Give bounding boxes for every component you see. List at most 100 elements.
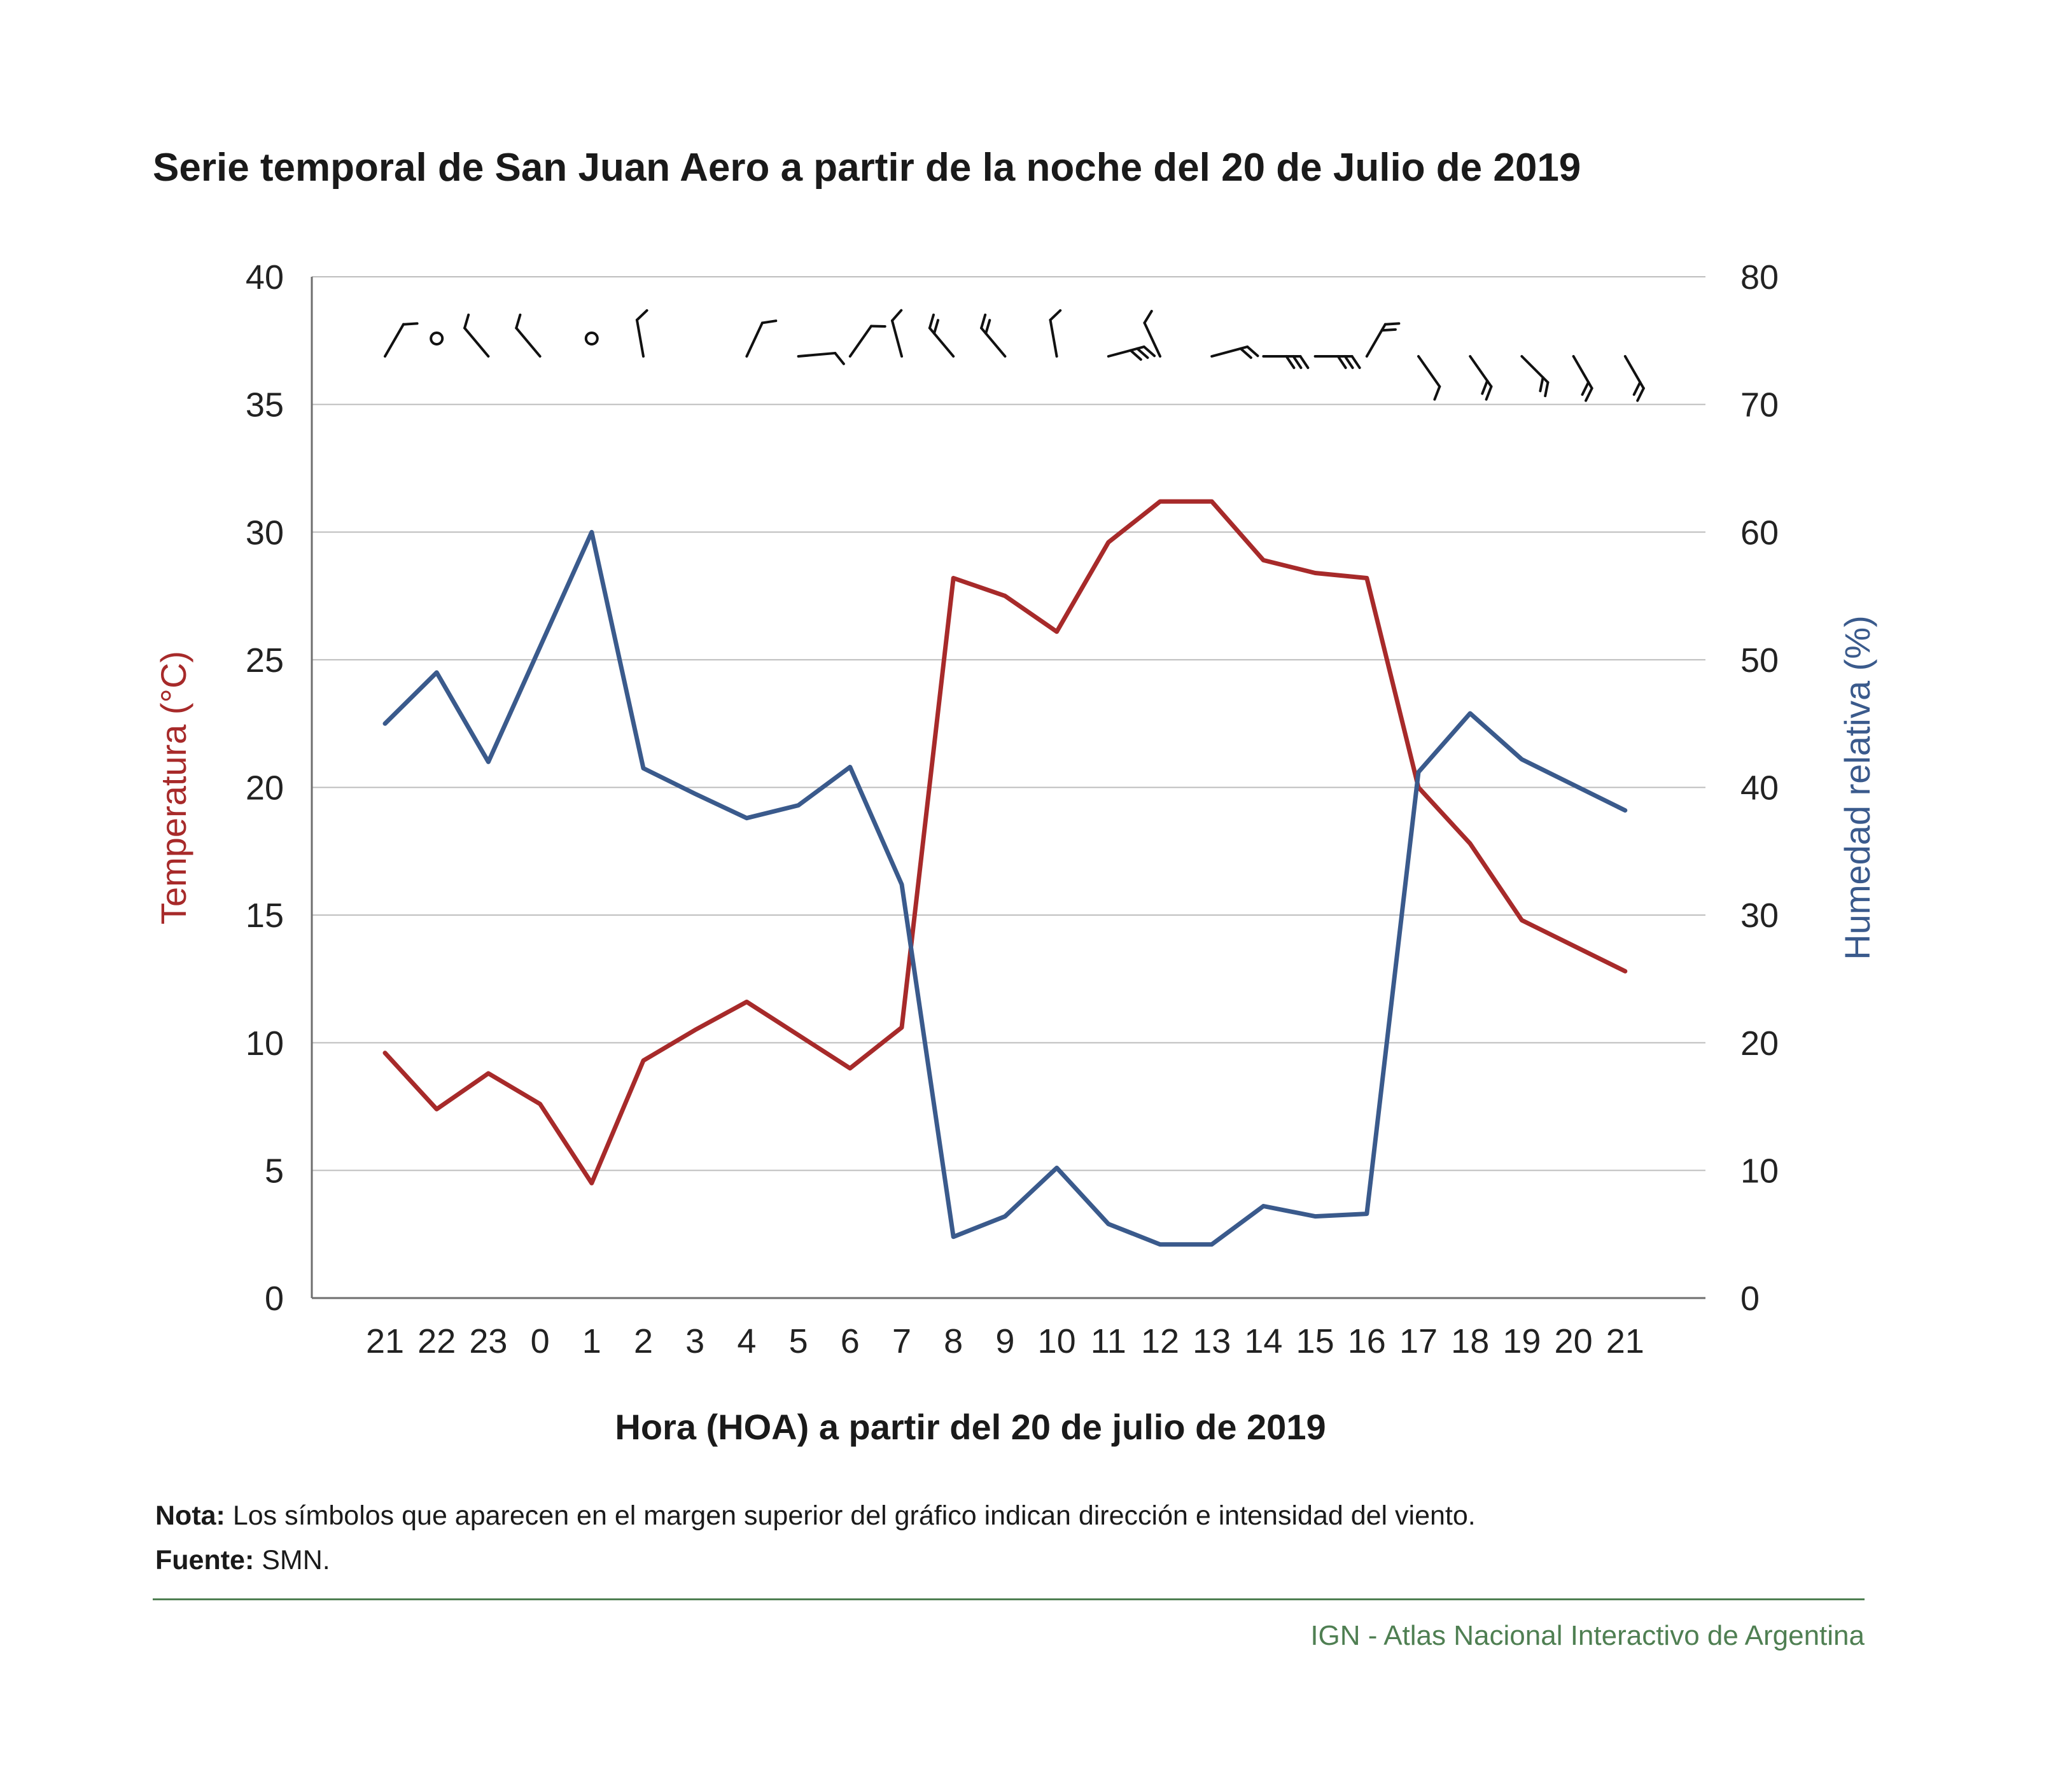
wind-barb-feather <box>1544 381 1550 398</box>
grid-lines <box>312 276 1705 1171</box>
wind-barb-feather <box>515 313 522 330</box>
wind-barb-feather <box>1581 381 1590 396</box>
x-tick-label: 11 <box>1091 1322 1126 1360</box>
wind-barb-feather <box>1285 355 1296 369</box>
y-left-tick-label: 30 <box>246 513 284 552</box>
y-left-tick-label: 5 <box>265 1152 284 1190</box>
axis-labels: Temperatura (°C) Humedad relativa (%) Hora… <box>153 615 1877 1447</box>
source-label: Fuente: <box>155 1545 255 1575</box>
wind-barb-symbol <box>980 313 1007 358</box>
wind-barb-feather <box>890 309 903 322</box>
wind-barb-staff <box>463 326 490 358</box>
wind-barb-feather <box>980 313 987 330</box>
wind-barb-feather <box>1143 309 1153 325</box>
wind-barb-symbol <box>1520 355 1550 398</box>
y-left-tick-label: 35 <box>246 386 284 424</box>
wind-barb-feather <box>402 322 419 326</box>
wind-barb-staff <box>515 326 542 358</box>
x-tick-label: 1 <box>582 1322 601 1360</box>
wind-barb-symbol <box>745 319 778 358</box>
x-tick-label: 10 <box>1038 1322 1076 1360</box>
y-left-tick-label: 25 <box>246 641 284 680</box>
wind-barb-symbol <box>1417 355 1441 401</box>
x-tick-label: 14 <box>1244 1322 1282 1360</box>
x-tick-label: 9 <box>995 1322 1014 1360</box>
x-tick-label: 22 <box>417 1322 456 1360</box>
wind-barb-feather <box>1246 345 1259 358</box>
wind-barb-staff <box>384 323 405 358</box>
wind-barb-symbol <box>1262 355 1310 369</box>
y-left-tick-label: 40 <box>246 258 284 297</box>
y-right-tick-label: 10 <box>1740 1152 1779 1190</box>
y-right-tick-label: 30 <box>1740 897 1779 935</box>
wind-barb-symbol <box>1049 309 1062 358</box>
wind-barb-feather <box>984 319 991 335</box>
y-right-tick-label: 60 <box>1740 513 1779 552</box>
y-right-tick-label: 80 <box>1740 258 1779 297</box>
y-left-tick-label: 10 <box>246 1024 284 1063</box>
y-left-tick-label: 0 <box>265 1280 284 1318</box>
x-tick-label: 18 <box>1451 1322 1489 1360</box>
wind-barb-feather <box>870 325 886 328</box>
wind-barb-symbol <box>928 313 955 358</box>
note-label: Nota: <box>155 1500 225 1531</box>
wind-barb-feather <box>635 309 648 321</box>
wind-barb-feather <box>932 319 940 335</box>
x-tick-label: 17 <box>1399 1322 1438 1360</box>
wind-barb-staff <box>797 351 837 358</box>
wind-barb-symbol <box>890 309 903 358</box>
wind-barb-symbol <box>1107 345 1156 361</box>
wind-barb-feather <box>463 313 470 330</box>
wind-calm-symbol <box>584 332 599 346</box>
note-text: Los símbolos que aparecen en el margen s… <box>232 1500 1476 1531</box>
x-tick-label: 19 <box>1502 1322 1541 1360</box>
humidity-line <box>382 529 1628 1247</box>
axes <box>311 277 1705 1299</box>
note: Nota: Los símbolos que aparecen en el ma… <box>155 1500 1476 1532</box>
wind-barb-staff <box>1143 321 1161 358</box>
wind-barb-feather <box>1585 387 1593 402</box>
wind-barb-feather <box>1142 345 1156 358</box>
credit: IGN - Atlas Nacional Interactivo de Arge… <box>1310 1620 1865 1651</box>
wind-barb-staff <box>745 321 764 358</box>
wind-barb-staff <box>1417 355 1441 388</box>
y-right-tick-label: 0 <box>1740 1280 1760 1318</box>
x-tick-label: 16 <box>1348 1322 1386 1360</box>
wind-barb-feather <box>1485 385 1493 401</box>
x-tick-label: 12 <box>1141 1322 1179 1360</box>
wind-barb-symbol <box>635 309 648 358</box>
wind-barb-feather <box>1380 328 1397 332</box>
wind-barb-feather <box>1049 309 1062 321</box>
wind-barb-symbol <box>848 325 886 358</box>
x-tick-label: 0 <box>531 1322 550 1360</box>
wind-barb-staff <box>848 325 873 358</box>
x-tick-label: 23 <box>469 1322 507 1360</box>
wind-barb-symbol <box>1365 322 1401 358</box>
wind-barb-symbol <box>384 322 419 358</box>
wind-barb-staff <box>890 319 903 358</box>
x-tick-label: 7 <box>892 1322 911 1360</box>
wind-barb-symbol <box>1143 309 1161 358</box>
wind-barb-feather <box>1636 387 1645 402</box>
y-right-tick-label: 20 <box>1740 1024 1779 1063</box>
wind-barb-feather <box>1239 347 1252 360</box>
wind-barb-feather <box>1336 355 1347 369</box>
wind-barb-symbol <box>1313 355 1361 369</box>
wind-barb-feather <box>1343 355 1354 369</box>
series-lines <box>382 499 1628 1247</box>
wind-barb-feather <box>1481 379 1489 395</box>
y-left-tick-label: 20 <box>246 769 284 807</box>
y-right-axis-label: Humedad relativa (%) <box>1837 615 1877 960</box>
wind-barb-feather <box>1350 355 1361 369</box>
wind-barb-feather <box>760 319 778 325</box>
x-tick-label: 20 <box>1555 1322 1593 1360</box>
source-text: SMN. <box>262 1545 330 1575</box>
x-axis-label: Hora (HOA) a partir del 20 de julio de 2… <box>615 1407 1326 1447</box>
wind-barb-feather <box>928 313 935 330</box>
x-tick-label: 4 <box>737 1322 756 1360</box>
wind-barb-feather <box>1539 376 1544 393</box>
y-right-tick-label: 70 <box>1740 386 1779 424</box>
wind-barb-symbol <box>463 313 490 358</box>
